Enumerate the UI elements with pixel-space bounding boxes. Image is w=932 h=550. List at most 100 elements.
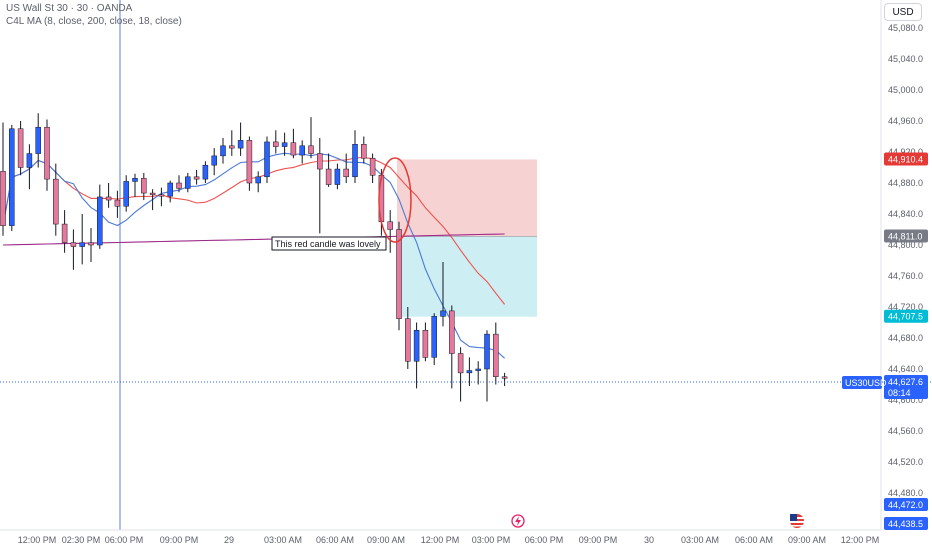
time-tick-label: 09:00 AM: [367, 535, 405, 545]
candle-body: [185, 176, 191, 189]
annotation-box[interactable]: This red candle was lovely: [271, 236, 387, 251]
candle: [422, 322, 429, 362]
candle-body: [17, 128, 24, 168]
candle-body: [361, 144, 367, 159]
candle: [484, 330, 490, 402]
candle: [202, 161, 209, 183]
candle-body: [308, 145, 314, 154]
candle: [396, 221, 402, 331]
price-tags: 44,910.4 44,811.0 44,707.5 44,472.0 44,438.5…: [842, 152, 928, 530]
time-tick-label: 06:00 PM: [105, 535, 144, 545]
target-price-tag-label: 44,707.5: [888, 312, 923, 322]
candle: [255, 171, 261, 193]
candle: [9, 124, 15, 232]
candle-body: [105, 196, 112, 201]
candle: [17, 121, 24, 176]
candle: [158, 187, 165, 207]
currency-button[interactable]: USD: [884, 3, 922, 21]
candle: [88, 227, 94, 263]
annotation-text: This red candle was lovely: [275, 239, 381, 249]
current-price-bg: [884, 375, 928, 399]
moving-averages: [2, 152, 506, 359]
candle-body: [176, 182, 182, 189]
candle-body: [413, 330, 420, 362]
candle: [193, 169, 200, 185]
price-tick-label: 44,680.0: [888, 333, 923, 343]
candles: [0, 113, 508, 402]
entry-price-tag-label: 44,811.0: [888, 231, 922, 241]
candle-body: [387, 221, 393, 230]
price-tick-label: 44,920.0: [888, 147, 923, 157]
candle: [475, 361, 481, 385]
candle-body: [246, 140, 253, 184]
price-tick-label: 44,800.0: [888, 240, 923, 250]
candle: [352, 130, 358, 183]
candle-body: [290, 142, 297, 156]
candle: [44, 119, 50, 191]
time-tick-label: 12:00 PM: [421, 535, 460, 545]
ma-200-line: [2, 233, 505, 246]
candle: [325, 153, 332, 187]
entry-price-tag: 44,811.0: [884, 229, 928, 243]
lightning-icon[interactable]: [511, 514, 525, 528]
candle-body: [202, 164, 209, 180]
stop-price-tag-label: 44,910.4: [888, 154, 923, 164]
candle-body: [132, 178, 138, 182]
candle-body: [281, 142, 288, 147]
price-tick-label: 45,040.0: [888, 54, 923, 64]
price-axis[interactable]: 45,080.0 45,040.0 45,000.0 44,960.0 44,920.0…: [888, 23, 923, 498]
price-tick-label: 44,720.0: [888, 302, 923, 312]
time-axis[interactable]: 12:00 PM 02:30 PM 06:00 PM 09:00 PM 29 03:00 …: [18, 535, 880, 545]
candle: [185, 172, 191, 193]
low-price-tag-2-label: 44,438.5: [888, 519, 923, 529]
ma-8-line: [2, 152, 505, 359]
price-tick-label: 44,960.0: [888, 116, 923, 126]
candle-body: [255, 176, 261, 184]
candle-body: [123, 181, 129, 207]
candle-body: [0, 171, 6, 226]
candle-body: [158, 194, 165, 197]
candle: [334, 163, 341, 190]
time-tick-label: 06:00 AM: [316, 535, 354, 545]
candle: [264, 136, 270, 183]
candle: [493, 322, 499, 385]
candle-body: [449, 310, 455, 354]
price-tick-label: 44,640.0: [888, 364, 923, 374]
countdown-label: 08:14: [888, 388, 911, 398]
time-tick-label: 03:00 AM: [681, 535, 719, 545]
candle: [211, 148, 217, 176]
candle: [70, 229, 77, 270]
candle-body: [317, 153, 323, 170]
take-profit-zone: [397, 236, 537, 317]
candle-body: [396, 229, 402, 319]
us-flag-icon[interactable]: [790, 514, 804, 528]
candle: [290, 128, 297, 159]
candle: [501, 372, 508, 387]
low-price-tag-2: 44,438.5: [884, 517, 928, 530]
price-tick-label: 44,480.0: [888, 488, 923, 498]
time-tick-label: 30: [644, 535, 654, 545]
price-tick-label: 45,000.0: [888, 85, 923, 95]
candle-body: [149, 192, 156, 195]
candle: [308, 117, 314, 159]
time-tick-label: 29: [224, 535, 234, 545]
candle-body: [352, 144, 358, 178]
candle: [176, 175, 182, 193]
candle-body: [405, 318, 411, 362]
low-price-tag-2-bg: [884, 517, 928, 530]
candle-body: [88, 242, 94, 246]
low-price-tag-1: 44,472.0: [884, 498, 928, 511]
time-tick-label: 09:00 AM: [788, 535, 826, 545]
candle-body: [193, 176, 200, 180]
time-tick-label: 09:00 PM: [579, 535, 618, 545]
candle-body: [61, 223, 68, 243]
candle: [246, 136, 253, 191]
candle: [35, 113, 41, 168]
time-tick-label: 09:00 PM: [160, 535, 199, 545]
stop-price-tag: 44,910.4: [884, 152, 928, 166]
candle: [413, 322, 420, 389]
candle-body: [343, 168, 349, 178]
candle-body: [167, 182, 173, 197]
symbol-title: US Wall St 30 · 30 · OANDA: [6, 3, 133, 14]
